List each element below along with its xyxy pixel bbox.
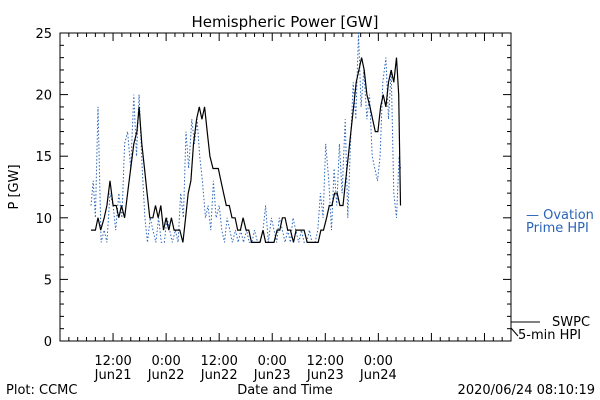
legend-ovation-line1: — Ovation — [526, 208, 594, 223]
y-tick-label: 10 — [35, 212, 52, 227]
x-tick-date-label: Jun23 — [306, 368, 344, 383]
legend-swpc-line2: 5-min HPI — [518, 328, 581, 343]
x-axis: 12:00Jun210:00Jun2212:00Jun220:00Jun2312… — [59, 33, 512, 383]
legend-ovation-line2: Prime HPI — [526, 221, 589, 236]
legend-swpc-line1: SWPC — [552, 315, 590, 330]
y-tick-label: 5 — [44, 273, 52, 288]
y-tick-label: 25 — [35, 27, 52, 42]
x-axis-label: Date and Time — [237, 383, 333, 398]
x-tick-date-label: Jun22 — [147, 368, 185, 383]
y-axis-label: P [GW] — [7, 164, 22, 209]
x-tick-date-label: Jun23 — [253, 368, 291, 383]
x-tick-time-label: 12:00 — [307, 354, 344, 369]
plot-frame — [59, 32, 512, 342]
y-tick-label: 20 — [35, 89, 52, 104]
legend-swpc-pointer — [510, 327, 519, 337]
series-lines — [90, 32, 402, 243]
chart-title: Hemispheric Power [GW] — [192, 13, 379, 31]
y-tick-label: 0 — [44, 335, 52, 350]
x-tick-time-label: 0:00 — [364, 354, 393, 369]
series-ovation-line — [90, 32, 401, 243]
x-tick-date-label: Jun22 — [200, 368, 238, 383]
x-tick-time-label: 0:00 — [258, 354, 287, 369]
x-tick-time-label: 0:00 — [152, 354, 181, 369]
y-axis: 0 5 10 15 20 25 — [35, 27, 511, 350]
x-tick-time-label: 12:00 — [94, 354, 131, 369]
x-tick-date-label: Jun24 — [359, 368, 397, 383]
x-tick-time-label: 12:00 — [200, 354, 237, 369]
footer-timestamp: 2020/06/24 08:10:19 — [458, 383, 595, 398]
x-tick-date-label: Jun21 — [94, 368, 132, 383]
y-tick-label: 15 — [35, 150, 52, 165]
series-swpc-line — [91, 57, 402, 243]
footer-plot-credit: Plot: CCMC — [6, 383, 77, 398]
